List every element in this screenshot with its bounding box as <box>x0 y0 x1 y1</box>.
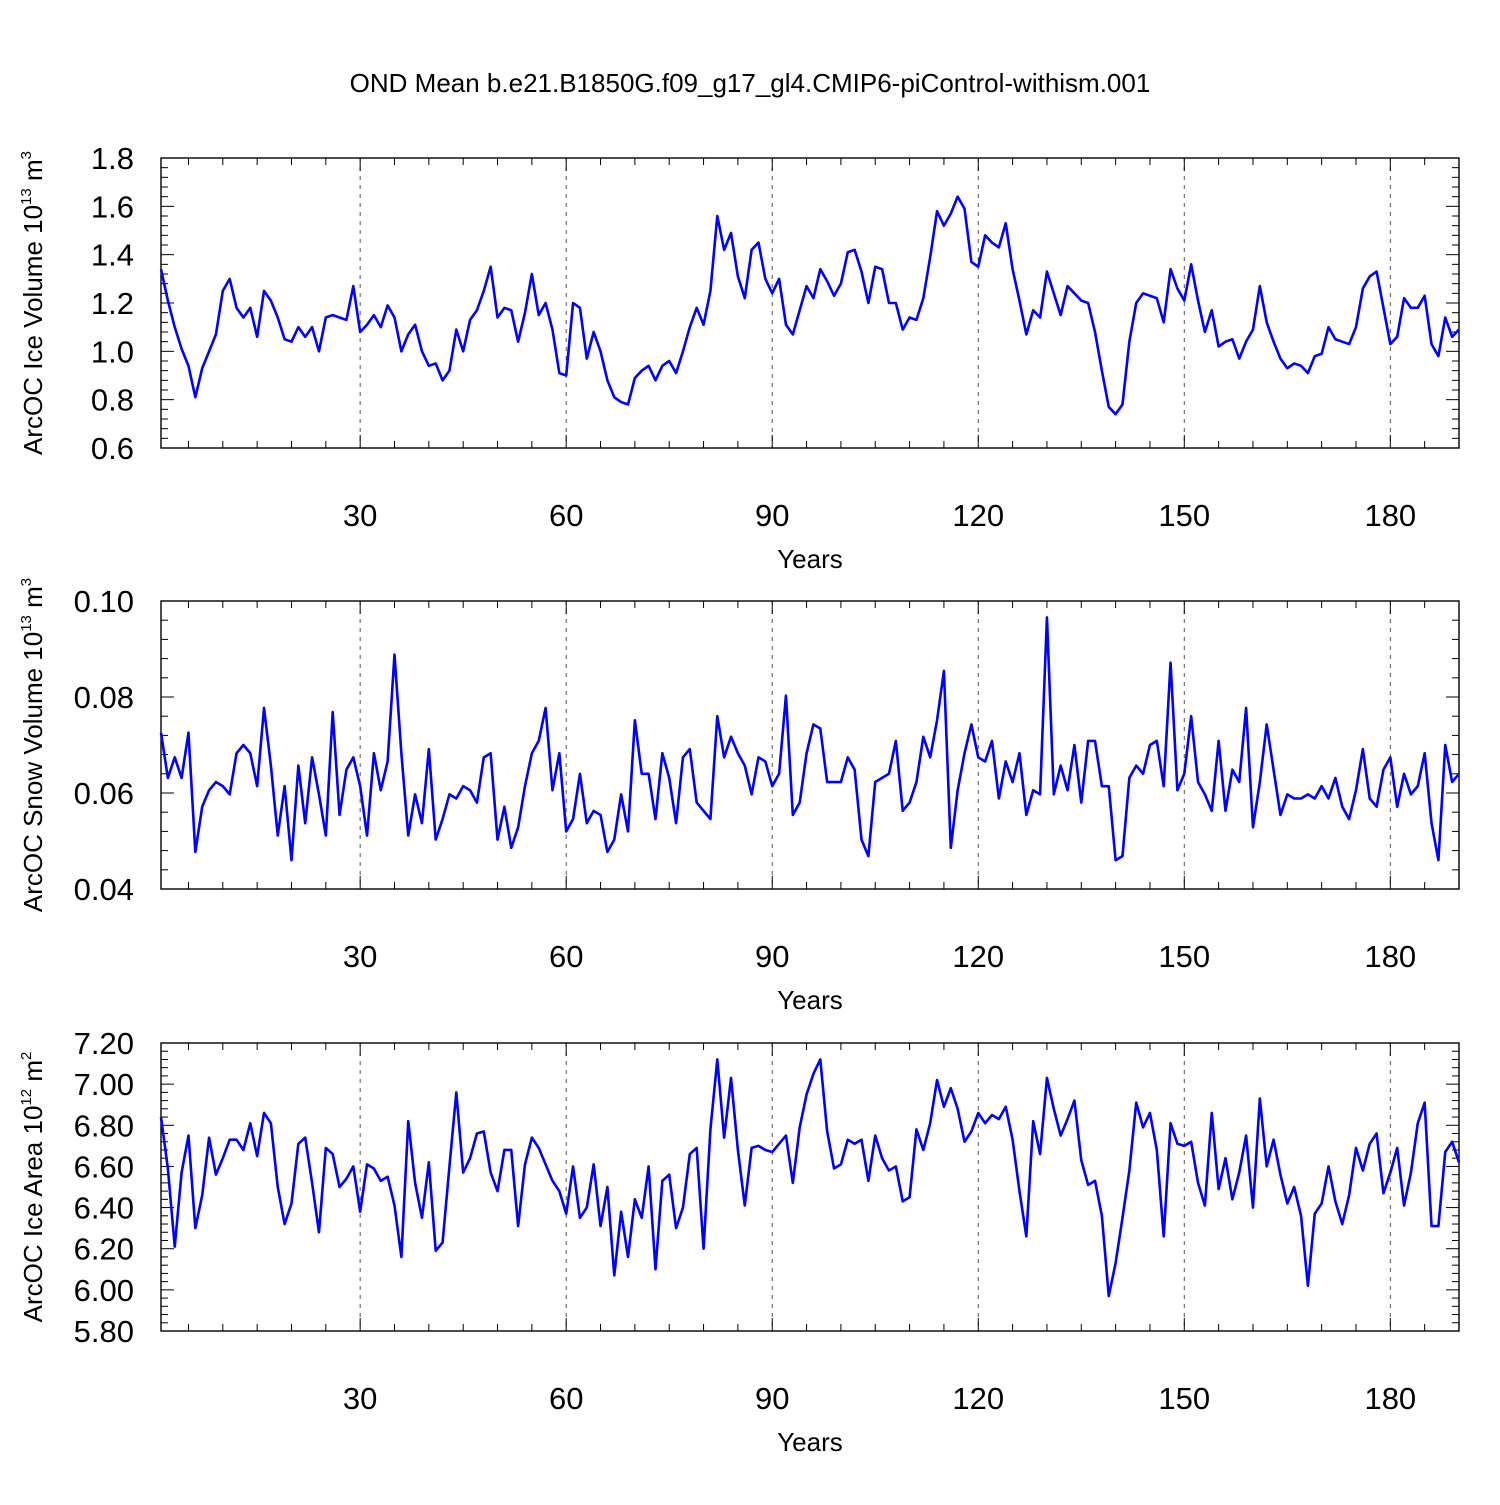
y-tick-label: 0.10 <box>74 584 134 619</box>
x-tick-label: 90 <box>755 498 789 533</box>
series-line-ice-area <box>159 1058 1461 1298</box>
x-tick-label: 60 <box>549 1381 583 1416</box>
x-tick-label: 30 <box>343 498 377 533</box>
x-tick-label: 60 <box>549 939 583 974</box>
y-axis-label-text: m <box>18 159 48 188</box>
y-axis-label-text: ArcOC Snow Volume 10 <box>18 632 48 912</box>
plot-frame <box>160 1042 1460 1332</box>
x-axis-label: Years <box>777 544 843 574</box>
x-tick-label: 150 <box>1158 1381 1210 1416</box>
y-axis-label-text: ArcOC Ice Area 10 <box>18 1106 48 1323</box>
series-line-snow-volume <box>159 616 1460 862</box>
y-tick-label: 0.6 <box>91 431 134 466</box>
y-tick-label: 0.06 <box>74 776 134 811</box>
y-axis-label-text: m <box>18 586 48 615</box>
chart-panels: 30 60 90 120 150 180 Years 0.6 0.8 1.0 1.2 1.4 1.6 1.… <box>18 141 1461 1457</box>
y-axis-label-text: ArcOC Ice Volume 10 <box>18 205 48 455</box>
y-tick-label: 1.4 <box>91 238 134 273</box>
x-tick-label: 60 <box>549 498 583 533</box>
y-axis-label: ArcOC Ice Area 1012 m2 <box>18 1052 48 1323</box>
y-tick-label: 1.2 <box>91 286 134 321</box>
x-tick-label: 30 <box>343 1381 377 1416</box>
x-axis-label: Years <box>777 985 843 1015</box>
y-tick-label: 5.80 <box>74 1314 134 1349</box>
x-tick-label: 120 <box>952 939 1004 974</box>
x-tick-label: 150 <box>1158 498 1210 533</box>
y-axis-label-exponent: 3 <box>18 151 35 159</box>
y-axis-label-exponent: 13 <box>18 615 35 632</box>
x-tick-label: 120 <box>952 1381 1004 1416</box>
panel-ice-volume: 30 60 90 120 150 180 Years 0.6 0.8 1.0 1.2 1.4 1.6 1.… <box>18 141 1460 574</box>
x-tick-label: 90 <box>755 939 789 974</box>
x-tick-label: 180 <box>1364 1381 1416 1416</box>
y-tick-label: 1.8 <box>91 141 134 176</box>
panel-snow-volume: 30 60 90 120 150 180 Years 0.04 0.06 0.08 0.10 ArcO… <box>18 578 1460 1015</box>
y-tick-label: 6.40 <box>74 1191 134 1226</box>
x-tick-label: 90 <box>755 1381 789 1416</box>
y-axis-label: ArcOC Ice Volume 1013 m3 <box>18 151 48 455</box>
y-tick-label: 7.20 <box>74 1026 134 1061</box>
panel-ice-area: 30 60 90 120 150 180 Years 5.80 6.00 6.20 6.40 6.60… <box>18 1026 1461 1457</box>
x-tick-label: 180 <box>1364 939 1416 974</box>
x-tick-label: 150 <box>1158 939 1210 974</box>
y-tick-label: 0.04 <box>74 872 134 907</box>
y-tick-label: 6.80 <box>74 1108 134 1143</box>
y-axis-label-exponent: 3 <box>18 578 35 586</box>
y-tick-label: 0.08 <box>74 680 134 715</box>
plot-frame <box>160 600 1460 890</box>
x-tick-label: 120 <box>952 498 1004 533</box>
y-axis-label-exponent: 2 <box>18 1052 35 1060</box>
y-axis-label-exponent: 12 <box>18 1089 35 1106</box>
y-tick-label: 1.6 <box>91 189 134 224</box>
y-tick-label: 6.00 <box>74 1273 134 1308</box>
y-axis-label-text: m <box>18 1060 48 1089</box>
x-tick-label: 180 <box>1364 498 1416 533</box>
y-tick-label: 0.8 <box>91 383 134 418</box>
y-axis-label-exponent: 13 <box>18 188 35 205</box>
series-line-ice-volume <box>159 195 1460 416</box>
x-axis-label: Years <box>777 1427 843 1457</box>
y-tick-label: 6.20 <box>74 1232 134 1267</box>
y-tick-label: 1.0 <box>91 334 134 369</box>
y-tick-label: 7.00 <box>74 1067 134 1102</box>
chart-title: OND Mean b.e21.B1850G.f09_g17_gl4.CMIP6-… <box>350 68 1151 98</box>
y-tick-label: 6.60 <box>74 1149 134 1184</box>
x-tick-label: 30 <box>343 939 377 974</box>
y-axis-label: ArcOC Snow Volume 1013 m3 <box>18 578 48 912</box>
